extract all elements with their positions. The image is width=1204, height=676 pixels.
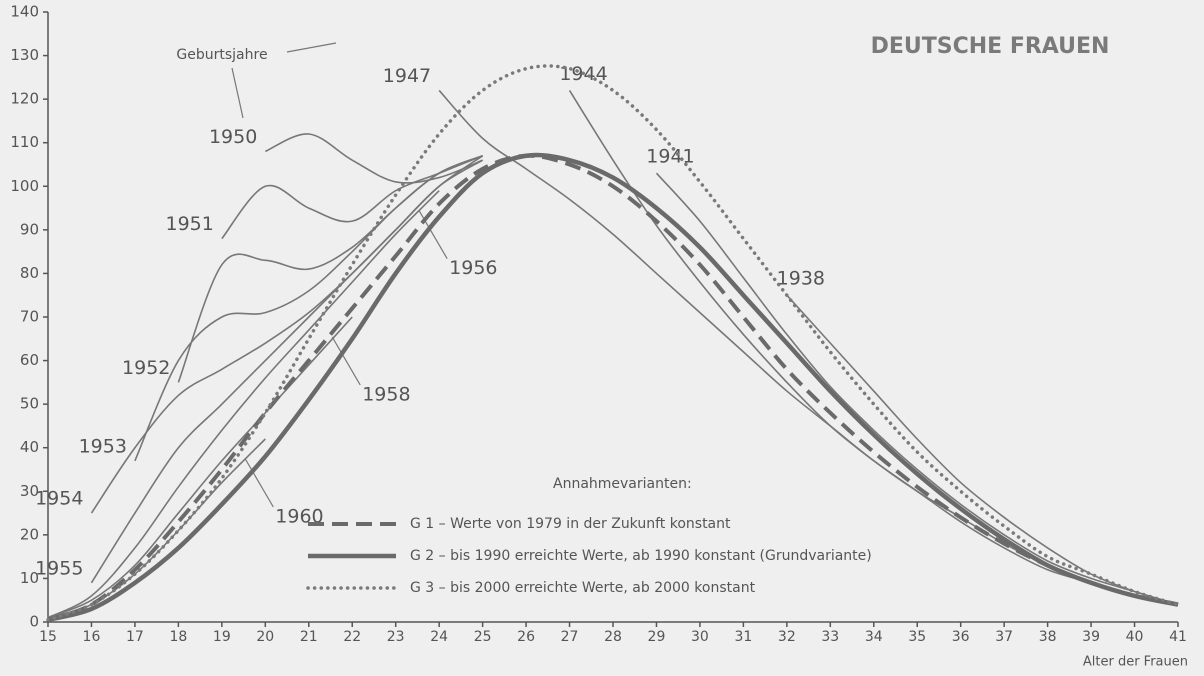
x-axis-label: Alter der Frauen <box>1083 655 1188 670</box>
y-tick-label: 30 <box>20 482 39 500</box>
leader-line <box>244 458 274 508</box>
y-tick-label: 70 <box>20 308 39 326</box>
x-tick-label: 22 <box>343 629 361 645</box>
x-tick-label: 31 <box>734 629 752 645</box>
cohort-line <box>264 133 483 184</box>
x-tick-label: 20 <box>256 629 274 645</box>
x-tick-label: 29 <box>648 629 666 645</box>
y-tick-label: 100 <box>10 177 39 195</box>
series-line <box>47 153 1179 622</box>
series-line <box>47 152 1179 623</box>
x-tick-label: 27 <box>561 629 579 645</box>
cohort-label: 1956 <box>449 257 497 279</box>
x-tick-label: 30 <box>691 629 709 645</box>
cohort-line <box>786 294 1179 606</box>
cohort-label: 1950 <box>209 126 257 148</box>
cohort-label: 1951 <box>165 213 213 235</box>
y-tick-label: 90 <box>20 220 39 238</box>
legend-label: G 2 – bis 1990 erreichte Werte, ab 1990 … <box>410 548 872 564</box>
x-tick-label: 40 <box>1126 629 1144 645</box>
cohort-label: 1952 <box>122 357 170 379</box>
cohort-line <box>47 190 440 619</box>
x-tick-label: 32 <box>778 629 796 645</box>
legend-title: Annahmevarianten: <box>553 476 692 492</box>
x-tick-label: 39 <box>1082 629 1100 645</box>
y-tick-label: 140 <box>10 3 39 21</box>
cohort-line <box>90 155 484 514</box>
x-tick-label: 18 <box>169 629 187 645</box>
cohort-label: 1938 <box>777 268 825 290</box>
x-tick-label: 23 <box>387 629 405 645</box>
cohort-label: 1941 <box>646 146 694 168</box>
legend-label: G 3 – bis 2000 erreichte Werte, ab 2000 … <box>410 580 756 596</box>
x-tick-label: 38 <box>1039 629 1057 645</box>
leader-line <box>231 67 244 119</box>
x-tick-label: 25 <box>474 629 492 645</box>
cohort-line <box>47 316 353 619</box>
cohort-label: 1953 <box>79 435 127 457</box>
y-tick-label: 40 <box>20 438 39 456</box>
cohort-label: 1954 <box>35 488 83 510</box>
y-tick-label: 0 <box>29 613 39 631</box>
x-tick-label: 37 <box>995 629 1013 645</box>
chart-title: DEUTSCHE FRAUEN <box>871 34 1110 59</box>
legend-label: G 1 – Werte von 1979 in der Zukunft kons… <box>410 516 731 532</box>
x-tick-label: 33 <box>821 629 839 645</box>
cohort-line <box>134 155 483 462</box>
cohort-line <box>655 172 1179 606</box>
y-tick-label: 60 <box>20 351 39 369</box>
y-tick-label: 10 <box>20 569 39 587</box>
x-tick-label: 35 <box>908 629 926 645</box>
x-tick-label: 26 <box>517 629 535 645</box>
series-line <box>46 64 1180 622</box>
y-tick-label: 20 <box>20 525 39 543</box>
x-tick-label: 21 <box>300 629 318 645</box>
x-tick-label: 24 <box>430 629 448 645</box>
x-tick-label: 17 <box>126 629 144 645</box>
cohort-line <box>90 159 484 584</box>
cohort-label: 1958 <box>362 384 410 406</box>
x-tick-label: 34 <box>865 629 883 645</box>
x-tick-label: 28 <box>604 629 622 645</box>
x-tick-label: 16 <box>83 629 101 645</box>
annotation: Geburtsjahre <box>176 47 267 63</box>
leader-line <box>286 42 337 53</box>
y-tick-label: 80 <box>20 264 39 282</box>
leader-line <box>331 336 361 386</box>
cohort-line <box>177 155 483 383</box>
x-tick-label: 19 <box>213 629 231 645</box>
x-tick-label: 36 <box>952 629 970 645</box>
cohort-line <box>47 438 266 619</box>
y-tick-label: 120 <box>10 90 39 108</box>
y-tick-label: 50 <box>20 395 39 413</box>
x-tick-label: 15 <box>39 629 57 645</box>
cohort-label: 1947 <box>383 65 431 87</box>
cohort-label: 1955 <box>35 557 83 579</box>
y-tick-label: 110 <box>10 133 39 151</box>
y-tick-label: 130 <box>10 46 39 64</box>
x-tick-label: 41 <box>1169 629 1187 645</box>
